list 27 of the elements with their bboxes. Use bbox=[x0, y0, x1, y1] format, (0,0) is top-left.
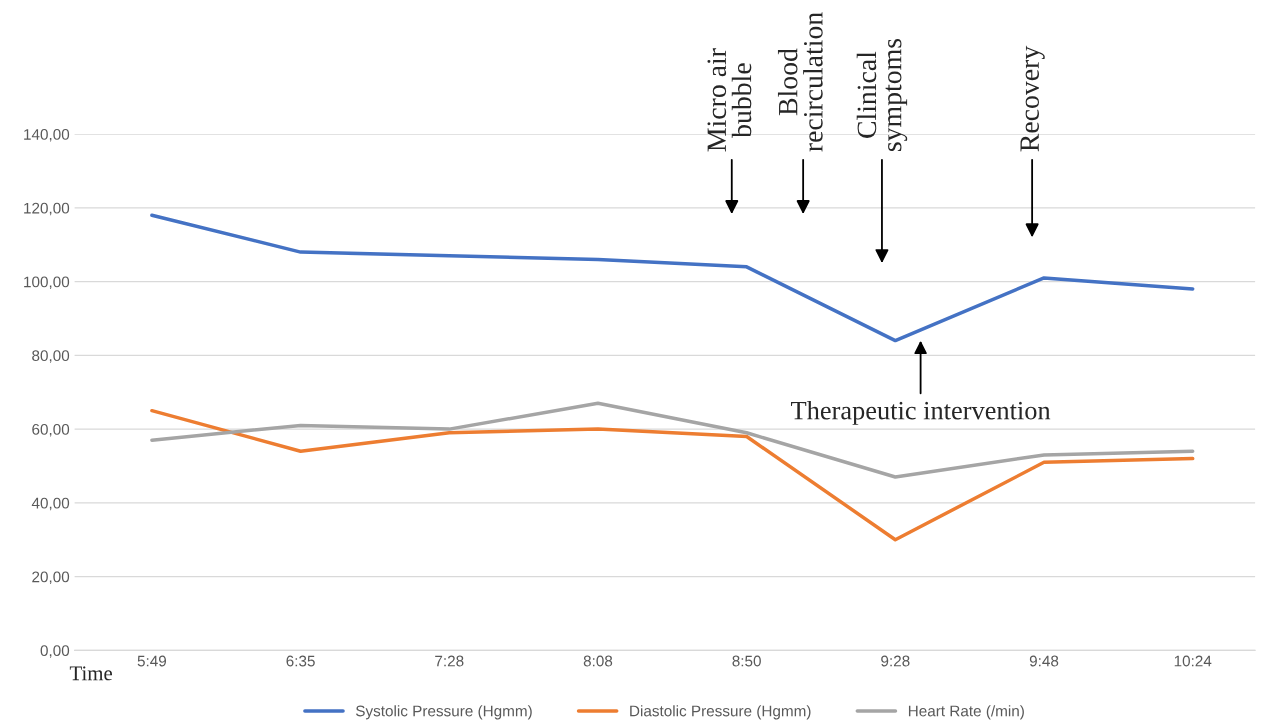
x-tick-label: 5:49 bbox=[137, 655, 167, 667]
annotation: Blood recirculation bbox=[777, 12, 823, 152]
y-tick-label: 0,00 bbox=[40, 645, 70, 658]
x-tick-label: 10:24 bbox=[1174, 655, 1212, 667]
y-tick-label: 60,00 bbox=[32, 423, 70, 437]
annotation: Therapeutic intervention bbox=[791, 400, 1051, 425]
legend-label: Diastolic Pressure (Hgmm) bbox=[630, 705, 811, 720]
y-tick-label: 100,00 bbox=[24, 276, 70, 290]
line-series bbox=[150, 213, 1195, 343]
y-tick-label: 20,00 bbox=[32, 571, 70, 585]
x-tick-label: 6:35 bbox=[286, 655, 315, 667]
x-tick-label: 7:28 bbox=[435, 655, 464, 667]
annotation: Clinical symptoms bbox=[856, 38, 908, 152]
x-tick-label: 8:50 bbox=[732, 655, 761, 667]
legend-label: Heart Rate (/min) bbox=[908, 705, 1024, 720]
line-series bbox=[150, 401, 1195, 479]
x-tick-label: 9:28 bbox=[881, 655, 910, 667]
annotation: Micro air bubble bbox=[707, 48, 752, 152]
y-tick-label: 120,00 bbox=[24, 202, 70, 216]
x-tick-label: 9:48 bbox=[1029, 655, 1059, 667]
y-tick-label: 40,00 bbox=[31, 497, 70, 511]
y-tick-label: 80,00 bbox=[32, 350, 70, 363]
x-axis-title: Time bbox=[69, 666, 112, 681]
y-tick-label: 140,00 bbox=[24, 128, 70, 142]
annotation: Recovery bbox=[1020, 45, 1045, 152]
legend-label: Systolic Pressure (Hgmm) bbox=[355, 705, 532, 720]
x-tick-label: 8:08 bbox=[583, 655, 613, 667]
